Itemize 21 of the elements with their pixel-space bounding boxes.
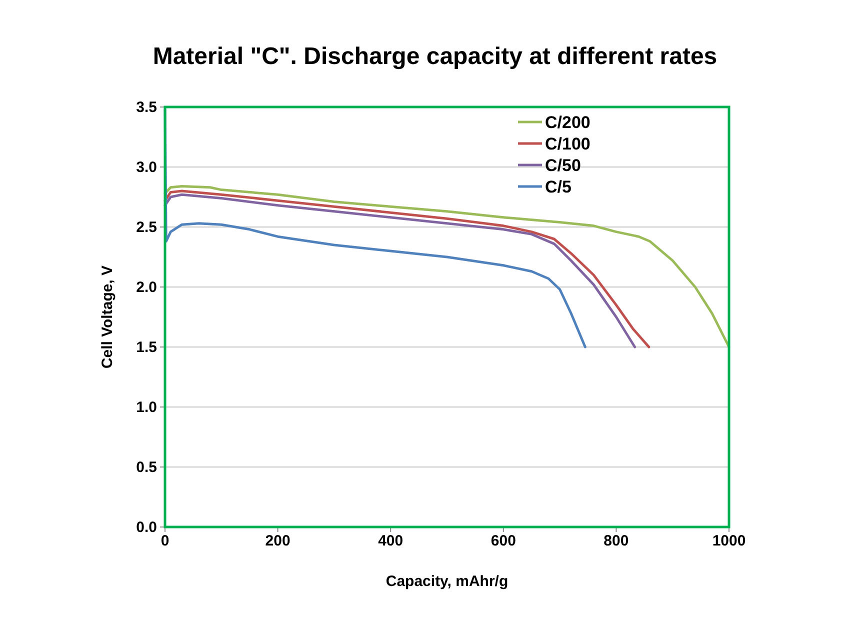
x-tick-label: 200 (265, 532, 290, 550)
y-tick-label: 0.5 (136, 458, 157, 476)
y-tick-label: 2.0 (136, 278, 157, 296)
y-axis-title: Cell Voltage, V (99, 265, 116, 369)
x-tick-label: 400 (378, 532, 404, 550)
chart-title: Material "C". Discharge capacity at different rates (152, 43, 718, 70)
y-tick-label: 3.5 (136, 98, 157, 116)
y-tick-label: 1.5 (136, 338, 157, 356)
y-tick-label: 3.0 (136, 158, 157, 176)
y-tick-label: 1.0 (136, 398, 157, 416)
x-tick-label: 800 (604, 532, 629, 550)
legend-label: C/100 (545, 134, 590, 154)
legend-label: C/5 (545, 178, 572, 196)
y-tick-label: 0.0 (136, 518, 157, 536)
legend-label: C/50 (545, 156, 581, 175)
x-axis-title: Capacity, mAhr/g (386, 573, 508, 590)
legend-label: C/200 (545, 113, 590, 132)
x-tick-label: 600 (490, 532, 516, 550)
x-tick-label: 0 (160, 532, 170, 550)
y-tick-label: 2.5 (136, 218, 157, 236)
x-tick-label: 1000 (712, 532, 746, 550)
